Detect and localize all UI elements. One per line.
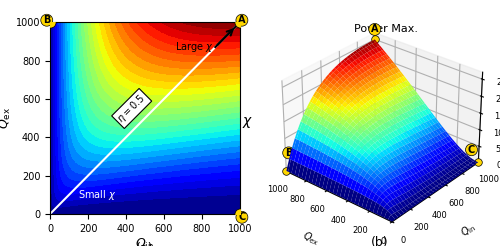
Text: (a): (a) <box>136 242 154 246</box>
X-axis label: $Q_{\mathrm{in}}$: $Q_{\mathrm{in}}$ <box>136 236 154 246</box>
Text: (b): (b) <box>371 236 389 246</box>
Y-axis label: $Q_{\mathrm{ex}}$: $Q_{\mathrm{ex}}$ <box>0 107 13 129</box>
X-axis label: $Q_{\mathrm{ex}}$: $Q_{\mathrm{ex}}$ <box>300 228 322 246</box>
Text: Power Max.: Power Max. <box>354 24 418 34</box>
Text: $\chi$: $\chi$ <box>242 116 253 130</box>
Text: A: A <box>238 15 246 25</box>
Y-axis label: $Q_{\mathrm{in}}$: $Q_{\mathrm{in}}$ <box>458 220 478 240</box>
Text: $\eta = 0.5$: $\eta = 0.5$ <box>114 91 149 126</box>
Text: Small $\chi$: Small $\chi$ <box>78 188 116 202</box>
Text: B: B <box>43 15 51 25</box>
Text: Large $\chi$: Large $\chi$ <box>175 40 214 54</box>
Text: C: C <box>238 212 246 222</box>
